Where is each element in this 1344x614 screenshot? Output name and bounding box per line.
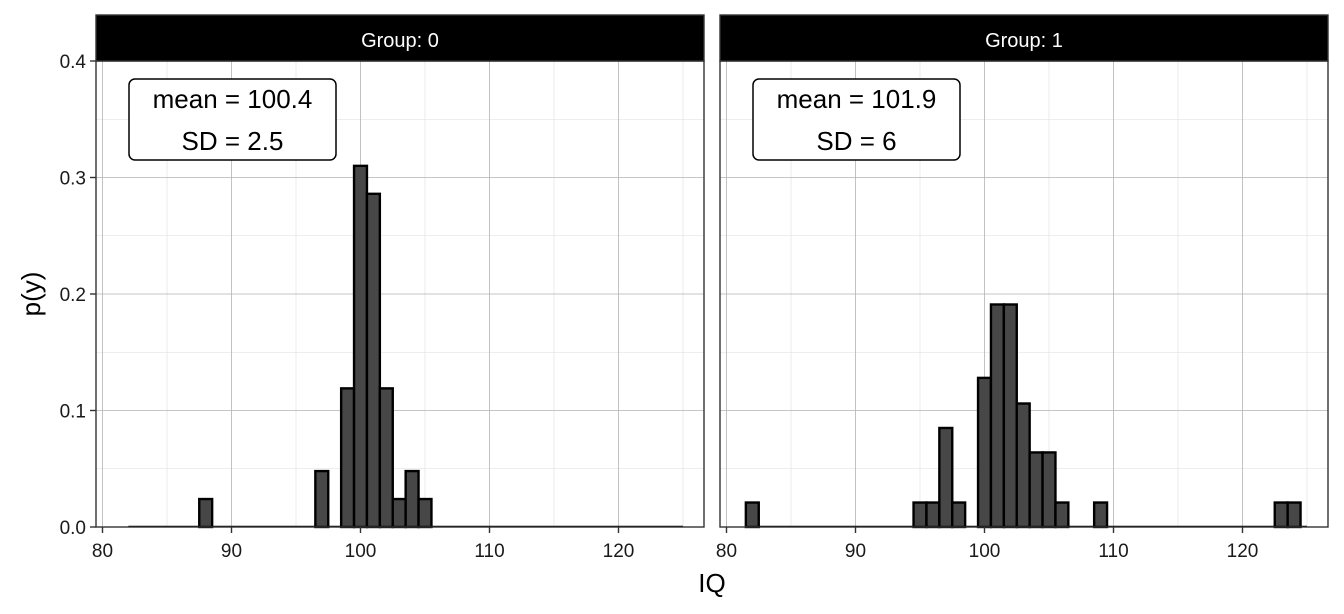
x-tick-label: 90: [845, 541, 866, 562]
y-tick-label: 0.2: [60, 285, 86, 306]
y-axis-title: p(y): [16, 272, 46, 317]
histogram-bar: [1273, 501, 1289, 529]
histogram-bar: [404, 469, 420, 529]
facet-strip: [719, 14, 1329, 62]
annotation-sd: SD = 6: [816, 126, 896, 156]
histogram-bar: [912, 501, 928, 529]
y-tick-label: 0.1: [60, 402, 86, 423]
facet-strip: [95, 14, 705, 62]
stats-annotation-box: [752, 78, 961, 161]
histogram-bar: [391, 497, 407, 529]
x-tick-label: 90: [221, 541, 242, 562]
facet-panel-0: Group: 0 mean = 100.4 SD = 2.5 80 90 100 110 12…: [60, 14, 705, 562]
histogram-bar: [744, 501, 760, 529]
histogram-bar: [951, 501, 967, 529]
histogram-bar: [976, 376, 993, 529]
x-tick-label: 110: [1098, 541, 1128, 562]
facet-strip-label: Group: 0: [361, 30, 439, 52]
annotation-mean: mean = 101.9: [777, 84, 937, 114]
y-tick-label: 0.3: [60, 169, 86, 190]
histogram-bar: [365, 192, 382, 529]
histogram-bar: [1092, 501, 1109, 529]
histogram-bar: [925, 501, 941, 529]
histogram-bar: [417, 497, 433, 529]
x-tick-label: 100: [969, 541, 1001, 562]
histogram-bar: [314, 469, 330, 529]
x-tick-label: 100: [345, 541, 377, 562]
histogram-bar: [198, 497, 214, 529]
stats-annotation-box: [128, 78, 337, 161]
x-axis-title: IQ: [698, 568, 725, 598]
histogram-bar: [352, 164, 369, 529]
histogram-bar: [1002, 303, 1018, 529]
histogram-bar: [1054, 501, 1070, 529]
histogram-bar: [1028, 451, 1044, 529]
facet-panel-1: Group: 1 mean = 101.9 SD = 6 80 90 100 110 120: [716, 14, 1329, 562]
y-tick-label: 0.0: [60, 518, 86, 539]
x-tick-label: 120: [603, 541, 635, 562]
histogram-bar: [1041, 451, 1057, 529]
x-tick-label: 80: [716, 541, 737, 562]
histogram-bar: [378, 387, 394, 529]
annotation-mean: mean = 100.4: [153, 84, 313, 114]
histogram-bar: [1286, 501, 1302, 529]
y-tick-label: 0.4: [60, 52, 87, 73]
annotation-sd: SD = 2.5: [182, 126, 284, 156]
x-tick-label: 80: [92, 541, 113, 562]
histogram-bar: [938, 426, 954, 529]
facet-strip-label: Group: 1: [985, 30, 1063, 52]
histogram-bar: [1015, 402, 1031, 529]
histogram-bar: [989, 303, 1006, 529]
histogram-bar: [339, 387, 356, 529]
x-tick-label: 110: [474, 541, 504, 562]
x-tick-label: 120: [1227, 541, 1259, 562]
